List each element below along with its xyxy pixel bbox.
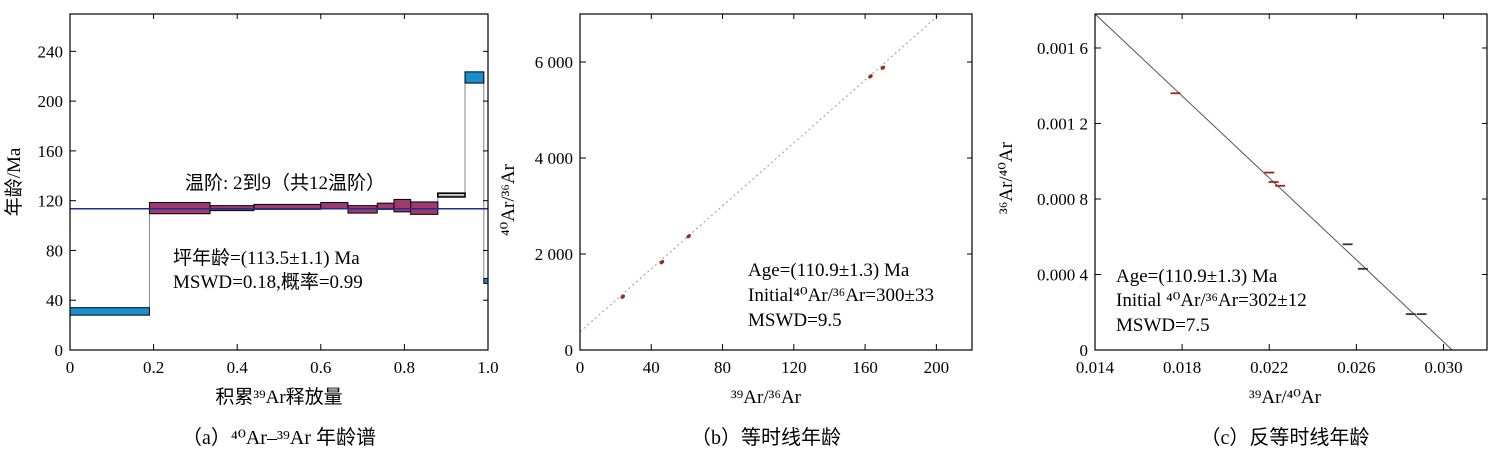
panel-c-ticks: 0.014 0.018 0.022 0.026 0.030 0 0.000 4 0.000 8…	[1037, 14, 1487, 377]
steps-note: 温阶: 2到9（共12温阶）	[185, 172, 385, 194]
inverse-isochron-points	[1170, 92, 1427, 316]
x-tick-label: 0.8	[394, 358, 415, 377]
panel-a-frame	[69, 13, 489, 351]
x-tick-label: 120	[781, 358, 807, 377]
y-tick-label: 40	[46, 291, 63, 310]
caption-c: （c）反等时线年龄	[1201, 426, 1370, 449]
age-spectrum-steps	[69, 71, 489, 316]
isochron-points	[620, 65, 886, 299]
plateau-age-label: 坪年龄=(113.5±1.1) Ma	[173, 247, 360, 269]
x-axis-label-c: ³⁹Ar/⁴⁰Ar	[1249, 387, 1322, 408]
panel-b-ticks: 0 40 80 120 160 200 0 2 000 4 000 6 000	[535, 14, 972, 377]
x-tick-label: 0.4	[227, 358, 249, 377]
age-label-b: Age=(110.9±1.3) Ma	[748, 260, 910, 281]
x-tick-label: 0	[576, 358, 585, 377]
isochron-point	[659, 259, 665, 265]
y-axis-label-b: ⁴⁰Ar/³⁶Ar	[498, 163, 519, 236]
y-tick-label: 2 000	[535, 245, 573, 264]
isochron-point	[868, 74, 873, 79]
x-tick-label: 0.018	[1163, 358, 1201, 377]
y-axis-label-c: ³⁶Ar/⁴⁰Ar	[996, 141, 1017, 214]
x-tick-label: 0	[66, 358, 75, 377]
y-tick-label: 0.001 2	[1037, 114, 1088, 133]
y-axis-label-a: 年龄/Ma	[3, 147, 25, 216]
y-tick-label: 0.000 8	[1037, 190, 1088, 209]
age-step-box	[483, 277, 489, 284]
panel-b-frame	[579, 13, 973, 351]
y-tick-label: 0	[565, 341, 574, 360]
y-tick-label: 160	[38, 142, 64, 161]
mswd-label-c: MSWD=7.5	[1116, 315, 1210, 336]
age-step-box	[393, 198, 412, 213]
age-label-c: Age=(110.9±1.3) Ma	[1116, 266, 1278, 287]
x-tick-label: 0.022	[1250, 358, 1288, 377]
y-tick-label: 120	[38, 192, 64, 211]
panel-a-ticks: 0 0.2 0.4 0.6 0.8 1.0 0 40 80 120 160 200 240	[38, 14, 499, 377]
panel-a-age-spectrum: 0 0.2 0.4 0.6 0.8 1.0 0 40 80 120 160 200 240 温阶: 2到…	[3, 13, 499, 449]
isochron-point	[686, 234, 691, 239]
x-axis-label-a: 积累³⁹Ar释放量	[215, 386, 342, 408]
y-tick-label: 0	[1080, 341, 1089, 360]
x-tick-label: 0.014	[1076, 358, 1115, 377]
y-tick-label: 0.000 4	[1037, 265, 1089, 284]
isochron-regression-line	[579, 13, 941, 333]
mswd-label-b: MSWD=9.5	[748, 310, 842, 331]
x-tick-label: 0.026	[1337, 358, 1375, 377]
x-tick-label: 1.0	[477, 358, 498, 377]
y-tick-label: 200	[38, 92, 64, 111]
age-step-box	[437, 192, 466, 198]
age-step-box	[320, 202, 349, 210]
x-tick-label: 200	[924, 358, 950, 377]
x-tick-label: 160	[852, 358, 878, 377]
y-tick-label: 6 000	[535, 53, 573, 72]
initial-ratio-label-b: Initial⁴⁰Ar/³⁶Ar=300±33	[748, 285, 934, 306]
x-tick-label: 0.030	[1424, 358, 1462, 377]
mswd-label-a: MSWD=0.18,概率=0.99	[173, 271, 363, 293]
caption-a: （a）⁴⁰Ar–³⁹Ar 年龄谱	[182, 426, 376, 449]
initial-ratio-label-c: Initial ⁴⁰Ar/³⁶Ar=302±12	[1116, 290, 1307, 311]
caption-b: （b）等时线年龄	[691, 426, 841, 449]
isochron-line	[579, 13, 941, 333]
isochron-point	[620, 294, 626, 299]
panel-b-isochron: 0 40 80 120 160 200 0 2 000 4 000 6 000 Age=(110.…	[498, 13, 973, 449]
age-step-box	[464, 71, 485, 84]
panel-c-frame	[1094, 13, 1488, 351]
x-tick-label: 80	[714, 358, 731, 377]
panel-c-inverse-isochron: 0.014 0.018 0.022 0.026 0.030 0 0.000 4 0.000 8…	[996, 13, 1488, 449]
age-step-box	[69, 307, 150, 316]
x-tick-label: 0.2	[143, 358, 164, 377]
y-tick-label: 0	[55, 341, 64, 360]
x-axis-label-b: ³⁹Ar/³⁶Ar	[731, 387, 802, 408]
isochron-point	[880, 65, 886, 70]
y-tick-label: 0.001 6	[1037, 39, 1088, 58]
x-tick-label: 0.6	[310, 358, 331, 377]
y-tick-label: 4 000	[535, 149, 573, 168]
y-tick-label: 80	[46, 241, 63, 260]
x-tick-label: 40	[643, 358, 660, 377]
y-tick-label: 240	[38, 42, 64, 61]
